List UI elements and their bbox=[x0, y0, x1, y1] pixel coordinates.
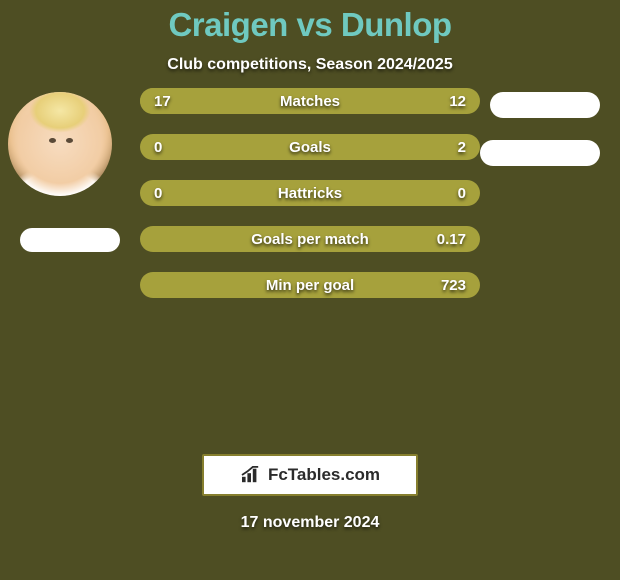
card: Craigen vs Dunlop Club competitions, Sea… bbox=[0, 0, 620, 580]
barchart-icon bbox=[240, 466, 262, 484]
stat-right-value: 0 bbox=[444, 180, 480, 206]
avatar-face-placeholder bbox=[8, 92, 112, 196]
player-left-avatar bbox=[8, 92, 112, 196]
stat-bar: Goals per match0.17 bbox=[140, 226, 480, 252]
stat-bar: 0Goals2 bbox=[140, 134, 480, 160]
stat-right-value: 0.17 bbox=[423, 226, 480, 252]
attribution-badge: FcTables.com bbox=[202, 454, 418, 496]
stat-right-value: 2 bbox=[444, 134, 480, 160]
player-right-decor-pill-2 bbox=[480, 140, 600, 166]
attribution-text: FcTables.com bbox=[268, 465, 380, 485]
stat-bars: 17Matches120Goals20Hattricks0Goals per m… bbox=[140, 88, 480, 298]
stat-bar: 0Hattricks0 bbox=[140, 180, 480, 206]
player-left-name-pill bbox=[20, 228, 120, 252]
stat-label: Goals bbox=[140, 134, 480, 160]
player-right-decor-pill-1 bbox=[490, 92, 600, 118]
date-label: 17 november 2024 bbox=[0, 514, 620, 532]
stat-bar: 17Matches12 bbox=[140, 88, 480, 114]
page-title: Craigen vs Dunlop bbox=[0, 6, 620, 44]
stat-right-value: 12 bbox=[435, 88, 480, 114]
subtitle: Club competitions, Season 2024/2025 bbox=[0, 56, 620, 74]
comparison-area: 17Matches120Goals20Hattricks0Goals per m… bbox=[0, 98, 620, 328]
stat-right-value: 723 bbox=[427, 272, 480, 298]
stat-label: Matches bbox=[140, 88, 480, 114]
stat-label: Hattricks bbox=[140, 180, 480, 206]
stat-bar: Min per goal723 bbox=[140, 272, 480, 298]
